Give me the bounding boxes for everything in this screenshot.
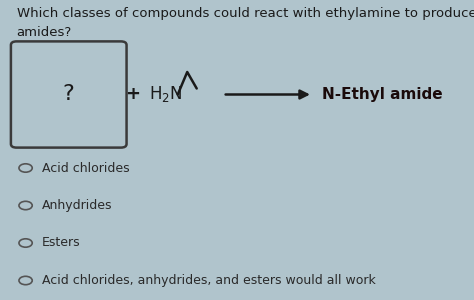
Text: Which classes of compounds could react with ethylamine to produce N-ethyl: Which classes of compounds could react w… xyxy=(17,8,474,20)
Text: Acid chlorides, anhydrides, and esters would all work: Acid chlorides, anhydrides, and esters w… xyxy=(42,274,375,287)
Text: Esters: Esters xyxy=(42,236,80,250)
Text: +: + xyxy=(125,85,140,103)
Text: N-Ethyl amide: N-Ethyl amide xyxy=(322,87,443,102)
Text: Anhydrides: Anhydrides xyxy=(42,199,112,212)
Text: Acid chlorides: Acid chlorides xyxy=(42,161,129,175)
Text: ?: ? xyxy=(63,85,74,104)
FancyArrowPatch shape xyxy=(226,91,307,98)
Text: amides?: amides? xyxy=(17,26,72,38)
Text: H$_2$N: H$_2$N xyxy=(149,85,182,104)
